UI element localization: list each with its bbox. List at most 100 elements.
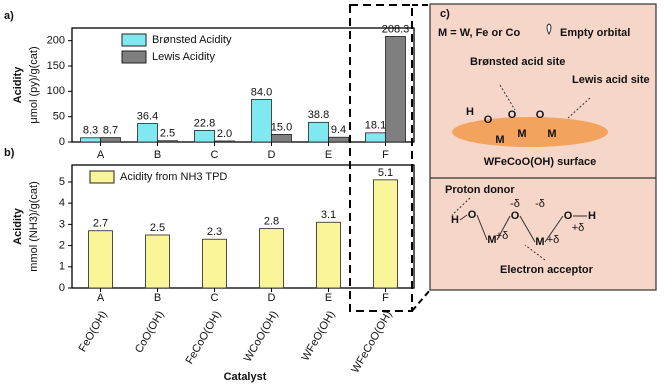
value-label: 38.8: [308, 109, 329, 121]
x-tick-label: B: [154, 292, 161, 304]
bar: [251, 99, 272, 143]
surface-ellipse: [452, 117, 608, 147]
value-label: 2.5: [160, 128, 175, 140]
catalyst-label: FeO(OH): [77, 309, 110, 354]
atom: H: [466, 106, 474, 118]
arrow: [567, 97, 591, 119]
catalyst-label: WFeCoO(OH): [349, 309, 394, 375]
charge: -δ: [535, 198, 545, 210]
legend-label: Acidity from NH3 TPD: [120, 171, 227, 183]
atom: M: [495, 134, 504, 146]
value-label: 22.8: [194, 117, 215, 129]
value-label: 2.3: [207, 226, 222, 238]
value-label: 9.4: [331, 124, 346, 136]
bar: [259, 228, 284, 289]
bar: [214, 140, 235, 143]
y-tick-label: 100: [47, 85, 65, 97]
bar: [202, 238, 227, 289]
atom: H: [451, 214, 459, 226]
connector: [411, 289, 431, 312]
catalyst-label: WFeO(OH): [299, 309, 337, 363]
value-label: 15.0: [271, 121, 292, 133]
y-tick-label: 2: [59, 239, 65, 251]
bar: [328, 136, 349, 143]
value-label: 36.4: [137, 110, 158, 122]
atom: H: [588, 210, 596, 222]
legend-swatch: [121, 50, 147, 64]
panel-label: a): [4, 10, 14, 22]
panel-label: c): [440, 8, 450, 20]
x-tick-label: C: [211, 292, 219, 304]
catalyst-label: CoO(OH): [133, 309, 167, 355]
value-label: 208.3: [382, 23, 410, 35]
x-tick-label: F: [382, 149, 389, 161]
arrow: [499, 84, 516, 111]
y-tick-label: 200: [47, 35, 65, 47]
atom: O: [511, 210, 520, 222]
charge: +δ: [547, 234, 560, 246]
bar: [145, 234, 170, 289]
value-label: 2.8: [264, 216, 279, 228]
bond: [476, 214, 488, 241]
atom: M: [535, 236, 544, 248]
bar: [100, 137, 121, 143]
plot-frame: [71, 164, 415, 289]
bar: [80, 137, 101, 143]
x-tick-label: C: [211, 149, 219, 161]
value-label: 2.0: [217, 128, 232, 140]
y-tick-label: 0: [59, 136, 65, 148]
orbital-icon: [546, 23, 552, 36]
charge: +δ: [496, 230, 509, 242]
bar: [385, 36, 406, 143]
arrow: [451, 197, 471, 216]
bar: [316, 221, 341, 289]
value-label: 2.5: [150, 222, 165, 234]
bar: [88, 230, 113, 289]
y-tick-label: 5: [59, 176, 65, 188]
atom: O: [484, 114, 493, 126]
diagram-lewis: Lewis acid site: [572, 74, 650, 86]
charge: -δ: [510, 198, 520, 210]
y-tick-label: 3: [59, 218, 65, 230]
highlight-box: [349, 4, 413, 312]
x-tick-label: F: [382, 292, 389, 304]
diagram-donor: Proton donor: [445, 184, 515, 196]
x-tick-label: A: [97, 292, 105, 304]
atom: M: [517, 128, 526, 140]
value-label: 8.7: [103, 124, 118, 136]
atom: O: [508, 109, 517, 121]
x-tick-label: A: [97, 149, 105, 161]
atom: O: [468, 209, 477, 221]
y-tick-label: 150: [47, 60, 65, 72]
legend-swatch: [89, 170, 115, 184]
bar: [157, 140, 178, 143]
bar: [194, 130, 215, 143]
bar: [373, 179, 398, 289]
legend-label: Brønsted Acidity: [152, 34, 232, 46]
diagram-legend: M = W, Fe or Co: [438, 27, 520, 39]
y-tick-label: 50: [53, 111, 65, 123]
atom: O: [536, 109, 545, 121]
atom: M: [547, 128, 556, 140]
panel-label: b): [4, 147, 15, 159]
x-tick-label: D: [268, 149, 276, 161]
atom: M: [487, 234, 496, 246]
atom: O: [564, 210, 573, 222]
x-tick-label: E: [325, 149, 332, 161]
y-tick-label: 1: [59, 261, 65, 273]
y-axis-unit: mmol (NH3)/g(cat): [28, 181, 40, 271]
legend-label: Lewis Acidity: [152, 51, 215, 63]
panel-c: [429, 3, 657, 291]
diagram-acceptor: Electron acceptor: [500, 264, 594, 276]
bar: [271, 133, 292, 143]
value-label: 5.1: [378, 167, 393, 179]
bar: [365, 132, 386, 143]
value-label: 8.3: [83, 125, 98, 137]
y-tick-label: 4: [59, 197, 65, 209]
x-tick-label: B: [154, 149, 161, 161]
x-tick-label: E: [325, 292, 332, 304]
y-axis-label: Acidity: [12, 66, 24, 104]
catalyst-label: FeCoO(OH): [184, 309, 224, 366]
value-label: 3.1: [321, 209, 336, 221]
